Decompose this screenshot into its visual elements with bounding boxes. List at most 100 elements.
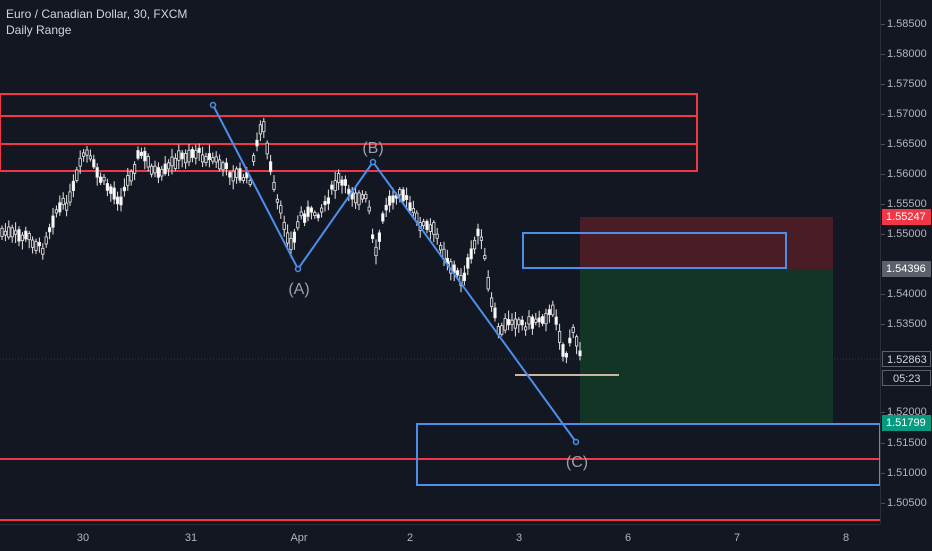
candle-body xyxy=(564,353,569,358)
candle-body xyxy=(258,124,263,135)
candle-body xyxy=(119,196,123,206)
wave-point-a[interactable] xyxy=(294,265,302,273)
candlesticks xyxy=(0,117,582,364)
take-profit-zone[interactable] xyxy=(580,269,833,423)
candle-body xyxy=(30,239,35,248)
take-profit-price-label[interactable]: 1.51799 xyxy=(882,415,931,431)
candle-body xyxy=(302,213,307,223)
candle-body xyxy=(78,157,82,167)
candle-body xyxy=(323,201,327,206)
candle-body xyxy=(527,316,531,325)
candle-body xyxy=(483,255,487,260)
tick-mark xyxy=(881,204,885,205)
candle-body xyxy=(524,326,528,331)
candle-body xyxy=(268,161,273,173)
chart-area[interactable]: (A) (B) (C) Euro / Canadian Dollar, 30, … xyxy=(0,0,881,524)
wave-point-b[interactable] xyxy=(369,158,377,166)
candle-body xyxy=(571,326,575,333)
candle-body xyxy=(44,236,48,245)
candle-body xyxy=(381,213,385,222)
price-tick: 1.56500 xyxy=(887,138,927,150)
symbol-title[interactable]: Euro / Canadian Dollar, 30, FXCM xyxy=(6,7,188,21)
candle-body xyxy=(92,159,96,168)
stop-loss-price-label[interactable]: 1.55247 xyxy=(882,209,931,225)
bar-countdown: 05:23 xyxy=(882,370,931,386)
candle-body xyxy=(537,317,541,323)
candle-body xyxy=(578,350,582,357)
wave-label-a: (A) xyxy=(288,281,309,298)
candle-body xyxy=(41,247,45,255)
candle-body xyxy=(129,171,133,182)
candle-body xyxy=(88,155,92,160)
candle-body xyxy=(319,207,324,213)
stop-loss-zone[interactable] xyxy=(580,217,833,269)
resistance-box-2[interactable] xyxy=(0,115,698,145)
indicator-name[interactable]: Daily Range xyxy=(6,23,72,37)
price-tick: 1.57000 xyxy=(887,108,927,120)
wave-point-start[interactable] xyxy=(209,101,217,109)
entry-price-label[interactable]: 1.54396 xyxy=(882,261,931,277)
candle-body xyxy=(65,202,69,211)
candle-body xyxy=(530,316,535,329)
candle-body xyxy=(224,162,228,170)
candle-body xyxy=(476,228,480,237)
candle-body xyxy=(82,152,86,157)
chart-legend[interactable]: Euro / Canadian Dollar, 30, FXCM Daily R… xyxy=(6,6,187,38)
demand-zone[interactable] xyxy=(416,423,881,486)
candle-body xyxy=(299,211,303,217)
price-tick: 1.51000 xyxy=(887,467,927,479)
candle-body xyxy=(432,222,436,235)
candle-body xyxy=(279,205,283,214)
time-tick: 7 xyxy=(733,532,741,544)
price-tick: 1.58500 xyxy=(887,18,927,30)
abc-wave-line[interactable] xyxy=(212,104,577,443)
supply-zone[interactable] xyxy=(522,232,787,269)
candle-body xyxy=(48,227,52,233)
time-axis[interactable]: 30 31 Apr 2 3 6 7 8 xyxy=(0,524,880,551)
candle-body xyxy=(561,344,565,357)
candle-body xyxy=(326,197,331,204)
candle-body xyxy=(510,319,514,325)
price-tick: 1.55500 xyxy=(887,198,927,210)
candle-body xyxy=(398,189,402,196)
candle-body xyxy=(217,159,222,170)
candle-body xyxy=(58,202,62,213)
candle-body xyxy=(333,180,337,192)
tick-mark xyxy=(881,54,885,55)
candle-body xyxy=(194,149,198,159)
price-axis[interactable]: 1.58500 1.58000 1.57500 1.57000 1.56500 … xyxy=(880,0,932,524)
candle-body xyxy=(51,215,55,228)
candle-body xyxy=(187,149,191,163)
current-price-label[interactable]: 1.52863 xyxy=(882,351,931,367)
candle-body xyxy=(136,150,140,159)
tick-mark xyxy=(881,84,885,85)
wave-label-c: (C) xyxy=(566,454,588,471)
candle-body xyxy=(316,214,320,219)
candle-body xyxy=(425,220,429,231)
candle-body xyxy=(340,179,344,186)
wave-point-c[interactable] xyxy=(572,438,580,446)
candle-body xyxy=(391,195,395,203)
candle-body xyxy=(262,121,266,133)
candle-body xyxy=(102,176,106,182)
resistance-box-3[interactable] xyxy=(0,143,698,172)
candle-body xyxy=(384,204,388,211)
candle-body xyxy=(34,241,38,251)
candle-body xyxy=(435,233,439,239)
candle-body xyxy=(170,156,174,167)
candle-body xyxy=(173,157,177,169)
candle-body xyxy=(500,325,504,335)
candle-body xyxy=(99,176,103,183)
price-tick: 1.57500 xyxy=(887,78,927,90)
candle-body xyxy=(112,187,116,200)
candle-body xyxy=(408,202,412,211)
candle-body xyxy=(109,186,113,194)
resistance-box-1[interactable] xyxy=(0,93,698,117)
candle-body xyxy=(241,177,245,181)
candle-body xyxy=(122,186,126,192)
candle-body xyxy=(75,169,79,181)
candle-body xyxy=(568,337,572,344)
tick-mark xyxy=(881,324,885,325)
candle-body xyxy=(404,195,409,200)
price-chart[interactable]: (A) (B) (C) xyxy=(0,0,881,524)
